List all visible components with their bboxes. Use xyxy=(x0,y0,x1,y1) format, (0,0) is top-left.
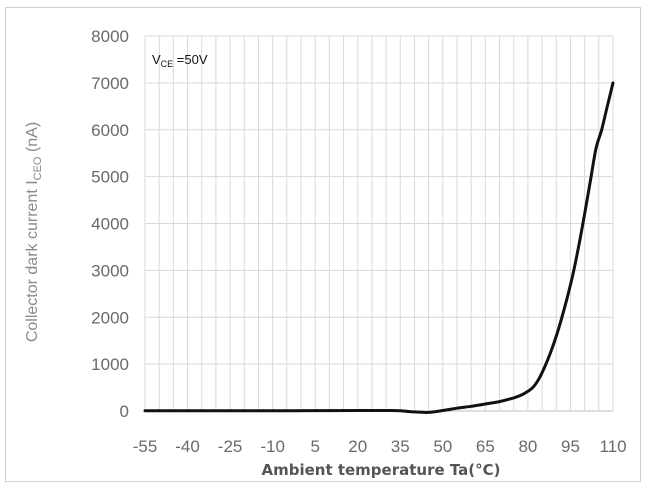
x-tick-label: -25 xyxy=(218,437,243,456)
x-tick-label: -10 xyxy=(260,437,285,456)
x-axis-label: Ambient temperature Ta(°C) xyxy=(261,461,500,479)
x-tick-label: 110 xyxy=(599,437,626,456)
y-tick-label: 4000 xyxy=(91,215,129,234)
x-tick-label: 35 xyxy=(391,437,410,456)
y-axis-label: Collector dark current ICEO (nA) xyxy=(24,122,44,342)
x-tick-label: 5 xyxy=(310,437,319,456)
x-tick-label: -40 xyxy=(175,437,200,456)
vce-annotation-subscript: CE xyxy=(161,59,174,69)
y-tick-label: 7000 xyxy=(91,74,129,93)
x-tick-label: 50 xyxy=(433,437,452,456)
y-axis-label-unit: (nA) xyxy=(24,122,41,157)
x-tick-label: 20 xyxy=(348,437,367,456)
vce-annotation: VCE =50V xyxy=(152,52,208,69)
x-tick-label: 80 xyxy=(518,437,537,456)
y-tick-label: 8000 xyxy=(91,27,129,46)
x-tick-label: 95 xyxy=(561,437,580,456)
y-axis-label-main: Collector dark current I xyxy=(24,180,41,342)
x-axis-ticks: -55 -40 -25 -10 5 20 35 50 65 80 95 110 xyxy=(133,437,627,456)
grid xyxy=(144,35,614,412)
chart-frame xyxy=(5,7,641,482)
y-axis-ticks: 0 1000 2000 3000 4000 5000 6000 7000 8000 xyxy=(91,27,129,421)
y-tick-label: 1000 xyxy=(91,355,129,374)
y-tick-label: 6000 xyxy=(91,121,129,140)
vce-annotation-value: =50V xyxy=(173,52,208,67)
vce-annotation-main: V xyxy=(152,52,161,67)
dark-current-curve xyxy=(143,81,615,414)
y-axis-label-subscript: CEO xyxy=(32,156,44,180)
y-tick-label: 2000 xyxy=(91,308,129,327)
series-layer xyxy=(143,81,615,414)
y-tick-label: 0 xyxy=(120,402,129,421)
x-tick-label: 65 xyxy=(476,437,495,456)
y-tick-label: 3000 xyxy=(91,261,129,280)
x-tick-label: -55 xyxy=(133,437,158,456)
y-tick-label: 5000 xyxy=(91,168,129,187)
